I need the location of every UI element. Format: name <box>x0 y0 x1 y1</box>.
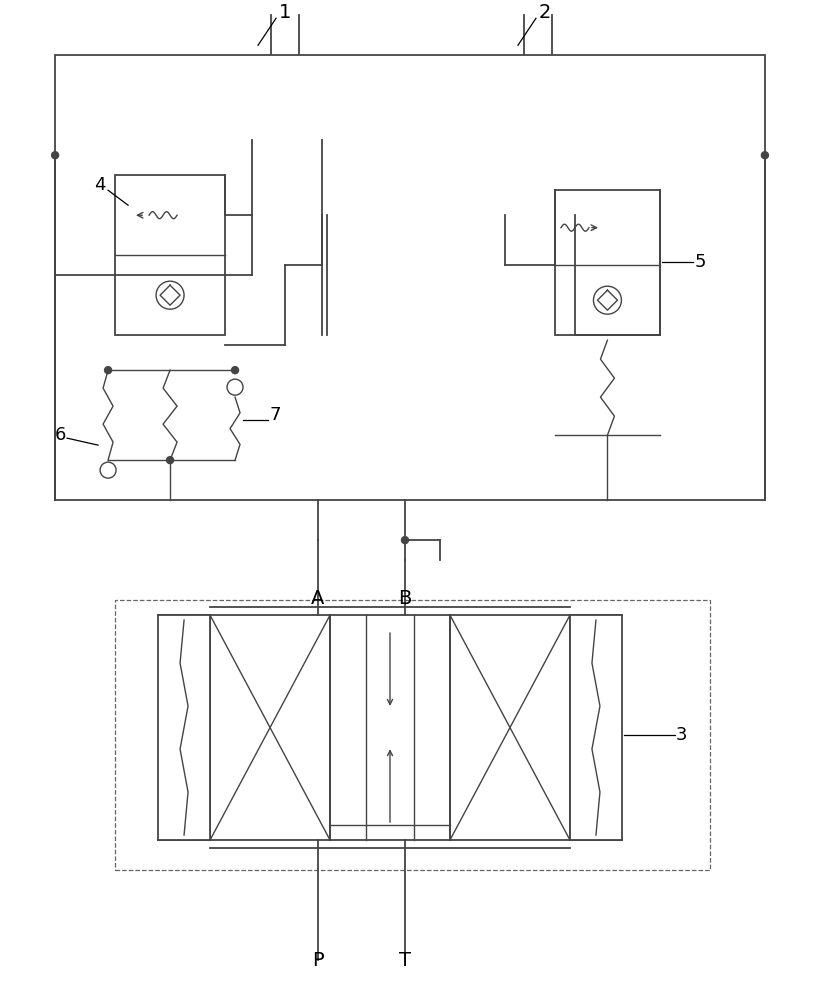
Circle shape <box>761 152 767 159</box>
Bar <box>500 215 579 225</box>
Bar <box>569 615 621 840</box>
Bar <box>505 60 574 205</box>
Text: 3: 3 <box>676 726 687 744</box>
Text: 2: 2 <box>538 3 550 22</box>
Text: P: P <box>312 951 324 970</box>
Text: 7: 7 <box>269 406 280 424</box>
Text: A: A <box>311 589 324 608</box>
Bar <box>251 60 322 205</box>
Bar <box>115 600 709 870</box>
Circle shape <box>156 281 183 309</box>
Circle shape <box>166 457 174 464</box>
Circle shape <box>593 286 621 314</box>
Bar <box>115 175 224 335</box>
Text: B: B <box>398 589 411 608</box>
Bar <box>70 140 385 470</box>
Bar <box>247 215 327 225</box>
Text: 5: 5 <box>694 253 705 271</box>
Bar <box>95 155 269 345</box>
Bar <box>55 55 764 500</box>
Circle shape <box>401 537 408 544</box>
Bar <box>554 190 659 335</box>
Text: 4: 4 <box>94 176 106 194</box>
Circle shape <box>227 379 242 395</box>
Text: 1: 1 <box>278 3 291 22</box>
Bar <box>158 615 210 840</box>
Circle shape <box>105 367 111 374</box>
Bar <box>459 155 729 435</box>
Circle shape <box>231 367 238 374</box>
Text: 6: 6 <box>54 426 66 444</box>
Text: T: T <box>399 951 410 970</box>
Circle shape <box>100 462 116 478</box>
Circle shape <box>52 152 58 159</box>
